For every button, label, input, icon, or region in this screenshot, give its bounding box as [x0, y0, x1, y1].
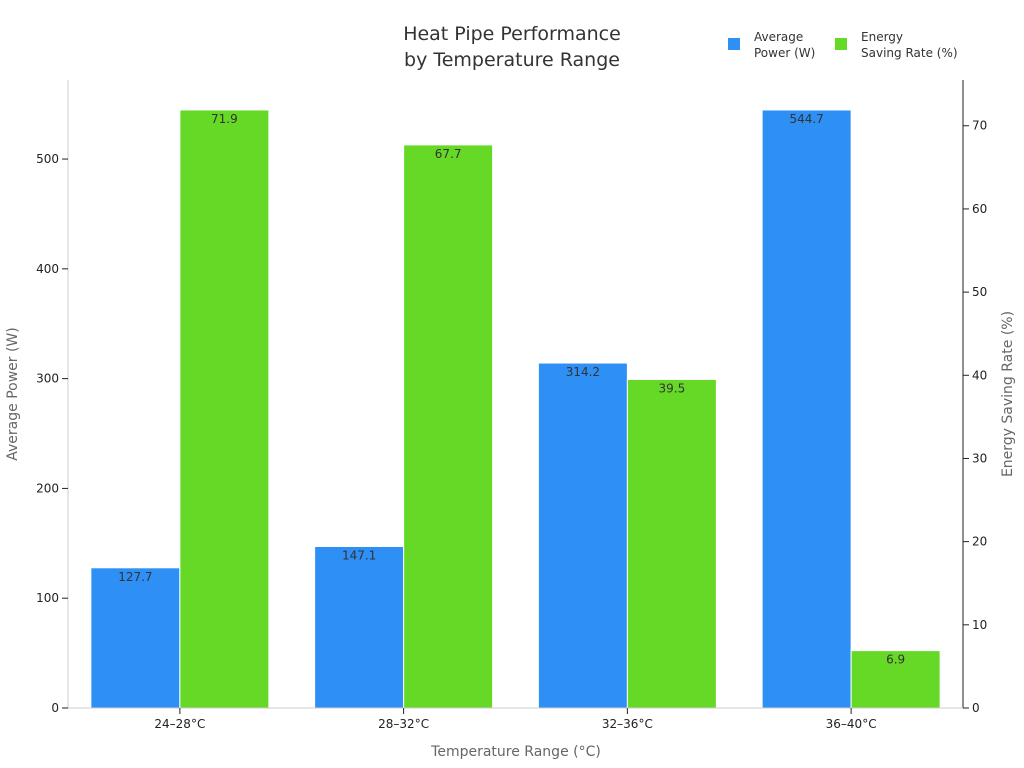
left-tick-label: 300: [36, 372, 59, 386]
legend-swatch-saving: [835, 38, 847, 50]
left-tick-label: 400: [36, 262, 59, 276]
bar-labels-group: 127.7 71.9 147.1 67.7 314.2 39.5 544.7 6.9: [118, 112, 905, 667]
bar-power-3: [537, 362, 628, 709]
left-tick-label: 100: [36, 591, 59, 605]
x-tick-label: 32–36°C: [602, 717, 653, 731]
left-tick-label: 500: [36, 152, 59, 166]
bar-label-power-4: 544.7: [789, 112, 823, 126]
left-tick-label: 0: [51, 701, 59, 715]
right-axis-ticks: 0 10 20 30 40 50 60 70: [963, 119, 987, 715]
legend-swatch-power: [728, 38, 740, 50]
legend-label-power-line-2: Power (W): [754, 46, 815, 60]
left-axis-ticks: 0 100 200 300 400 500: [36, 152, 68, 715]
right-tick-label: 30: [972, 451, 987, 465]
bar-saving-2: [403, 144, 494, 709]
bar-label-power-2: 147.1: [342, 548, 376, 562]
legend-label-power-line-1: Average: [754, 30, 803, 44]
right-tick-label: 20: [972, 535, 987, 549]
bar-power-2: [314, 545, 405, 709]
right-tick-label: 40: [972, 368, 987, 382]
bar-saving-4: [850, 650, 941, 709]
left-tick-label: 200: [36, 481, 59, 495]
right-tick-label: 0: [972, 701, 980, 715]
bar-power-4: [761, 109, 852, 709]
legend: Average Power (W) Energy Saving Rate (%): [728, 30, 958, 60]
right-tick-label: 70: [972, 119, 987, 133]
right-tick-label: 60: [972, 202, 987, 216]
bar-label-power-3: 314.2: [566, 365, 600, 379]
x-axis-ticks: 24–28°C 28–32°C 32–36°C 36–40°C: [154, 708, 877, 731]
chart-title-line-2: by Temperature Range: [404, 49, 620, 71]
right-tick-label: 50: [972, 285, 987, 299]
bar-label-saving-1: 71.9: [211, 112, 238, 126]
legend-label-saving-line-2: Saving Rate (%): [861, 46, 958, 60]
bars-group: [90, 109, 941, 709]
bar-label-saving-3: 39.5: [659, 381, 686, 395]
x-tick-label: 36–40°C: [826, 717, 877, 731]
bar-label-power-1: 127.7: [118, 570, 152, 584]
bar-label-saving-2: 67.7: [435, 147, 462, 161]
right-axis-label: Energy Saving Rate (%): [1000, 311, 1016, 477]
x-tick-label: 28–32°C: [378, 717, 429, 731]
left-axis-label: Average Power (W): [5, 327, 21, 461]
bar-power-1: [90, 567, 181, 709]
x-tick-label: 24–28°C: [154, 717, 205, 731]
bar-saving-3: [626, 378, 717, 709]
x-axis-label: Temperature Range (°C): [430, 744, 601, 760]
chart-title-line-1: Heat Pipe Performance: [403, 23, 621, 45]
bar-saving-1: [179, 109, 270, 709]
bar-label-saving-4: 6.9: [886, 653, 905, 667]
right-tick-label: 10: [972, 618, 987, 632]
legend-label-saving-line-1: Energy: [861, 30, 903, 44]
